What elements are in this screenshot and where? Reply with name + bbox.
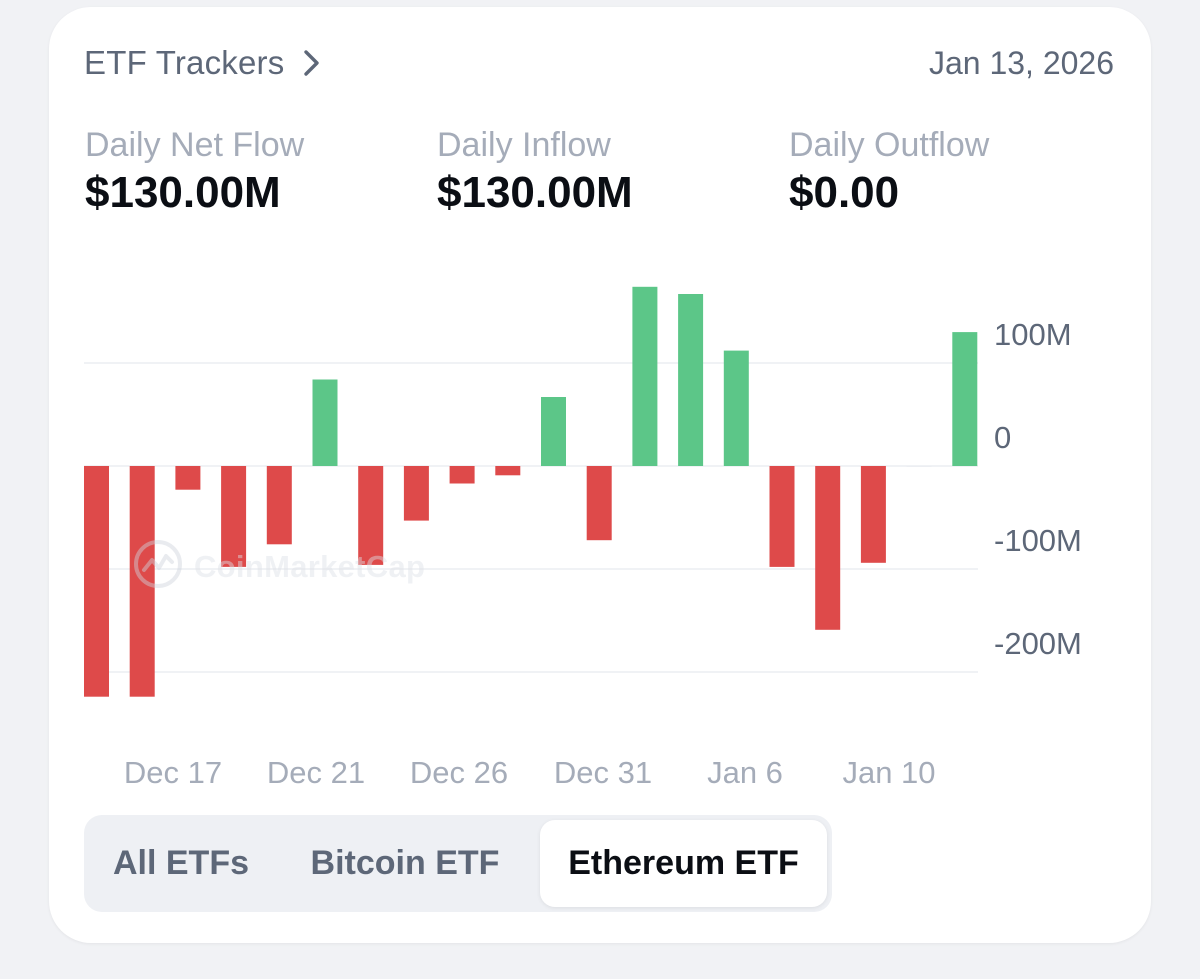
y-tick-label: 100M bbox=[994, 317, 1072, 352]
x-tick-label: Dec 21 bbox=[267, 755, 365, 790]
flow-bar[interactable] bbox=[312, 379, 338, 467]
y-tick-label: 0 bbox=[994, 420, 1011, 455]
stat-outflow: Daily Outflow $0.00 bbox=[789, 124, 989, 218]
stat-value: $0.00 bbox=[789, 168, 900, 217]
stat-label: Daily Inflow bbox=[437, 126, 611, 164]
flow-bar[interactable] bbox=[266, 466, 292, 545]
flow-bar[interactable] bbox=[723, 350, 749, 466]
tab-bitcoin-etf[interactable]: Bitcoin ETF bbox=[310, 844, 500, 882]
x-tick-label: Dec 31 bbox=[554, 755, 652, 790]
flow-bar[interactable] bbox=[403, 466, 429, 521]
flow-bar[interactable] bbox=[860, 466, 886, 563]
flow-bar[interactable] bbox=[449, 466, 475, 484]
etf-trackers-link[interactable]: ETF Trackers bbox=[84, 44, 322, 82]
header-title: ETF Trackers bbox=[84, 44, 285, 81]
stat-net-flow: Daily Net Flow $130.00M bbox=[85, 124, 304, 218]
flow-bar[interactable] bbox=[358, 466, 384, 565]
flow-bar[interactable] bbox=[586, 466, 612, 541]
stat-value: $130.00M bbox=[437, 168, 633, 217]
y-tick-label: -200M bbox=[994, 626, 1082, 661]
flow-bar[interactable] bbox=[84, 466, 109, 697]
stat-inflow: Daily Inflow $130.00M bbox=[437, 124, 633, 218]
x-tick-label: Dec 17 bbox=[124, 755, 222, 790]
header-date: Jan 13, 2026 bbox=[928, 45, 1114, 81]
flow-bar[interactable] bbox=[541, 397, 566, 466]
flow-bar[interactable] bbox=[815, 466, 841, 630]
watermark-text: CoinMarketCap bbox=[194, 548, 426, 584]
stat-value: $130.00M bbox=[85, 168, 281, 217]
tab-ethereum-etf[interactable]: Ethereum ETF bbox=[540, 820, 827, 907]
flow-bar[interactable] bbox=[632, 286, 658, 466]
etf-type-tabs: All ETFs Bitcoin ETF Ethereum ETF bbox=[84, 815, 832, 912]
chevron-right-icon bbox=[302, 48, 322, 78]
flow-bar[interactable] bbox=[129, 466, 155, 697]
coinmarketcap-logo-icon bbox=[132, 538, 184, 595]
flow-bar[interactable] bbox=[678, 294, 704, 466]
y-tick-label: -100M bbox=[994, 523, 1082, 558]
tab-all-etfs[interactable]: All ETFs bbox=[112, 844, 250, 882]
flow-bar[interactable] bbox=[495, 466, 521, 476]
flow-bar[interactable] bbox=[221, 466, 247, 567]
flow-bar[interactable] bbox=[175, 466, 201, 490]
coinmarketcap-watermark: CoinMarketCap bbox=[132, 538, 425, 595]
x-tick-label: Dec 26 bbox=[410, 755, 508, 790]
stat-label: Daily Outflow bbox=[789, 126, 990, 164]
flow-bar[interactable] bbox=[952, 332, 978, 466]
x-tick-label: Jan 10 bbox=[842, 755, 935, 790]
flow-bar[interactable] bbox=[769, 466, 795, 567]
flow-bar[interactable] bbox=[906, 466, 932, 467]
x-tick-label: Jan 6 bbox=[707, 755, 783, 790]
stat-label: Daily Net Flow bbox=[85, 126, 305, 164]
